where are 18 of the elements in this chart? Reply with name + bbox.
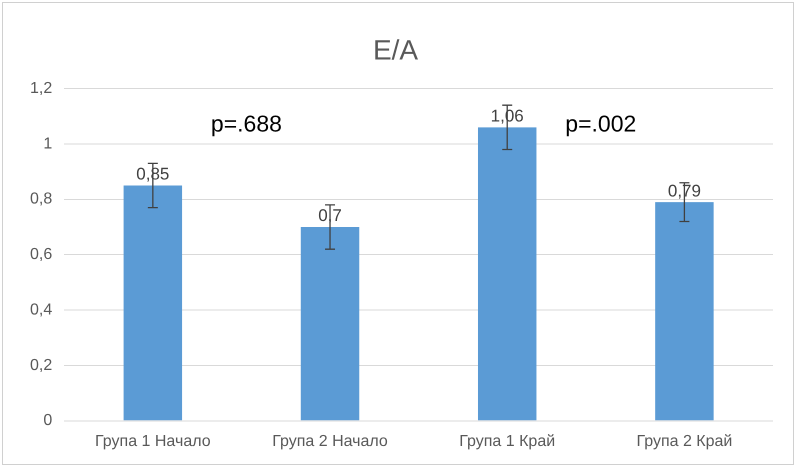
y-tick-label: 0,6 bbox=[30, 246, 52, 264]
y-tick-label: 0,4 bbox=[30, 301, 52, 318]
x-tick-label: Група 1 Край bbox=[459, 432, 556, 450]
x-tick-label: Група 2 Начало bbox=[272, 432, 388, 450]
x-tick-label: Група 2 Край bbox=[636, 432, 732, 450]
bar bbox=[300, 227, 360, 420]
y-tick-label: 1 bbox=[43, 135, 52, 152]
x-tick-label: Група 1 Начало bbox=[95, 432, 211, 450]
y-tick-label: 0 bbox=[43, 412, 52, 430]
chart-title: E/A bbox=[372, 34, 418, 66]
y-tick-label: 1,2 bbox=[30, 80, 52, 98]
y-tick-label: 0,2 bbox=[30, 356, 52, 374]
annotation: p=.688 bbox=[210, 110, 282, 136]
y-tick-label: 0,8 bbox=[30, 190, 52, 208]
bar bbox=[124, 185, 182, 420]
bar bbox=[478, 127, 536, 420]
bar bbox=[655, 202, 714, 420]
annotation: p=.002 bbox=[565, 110, 636, 136]
